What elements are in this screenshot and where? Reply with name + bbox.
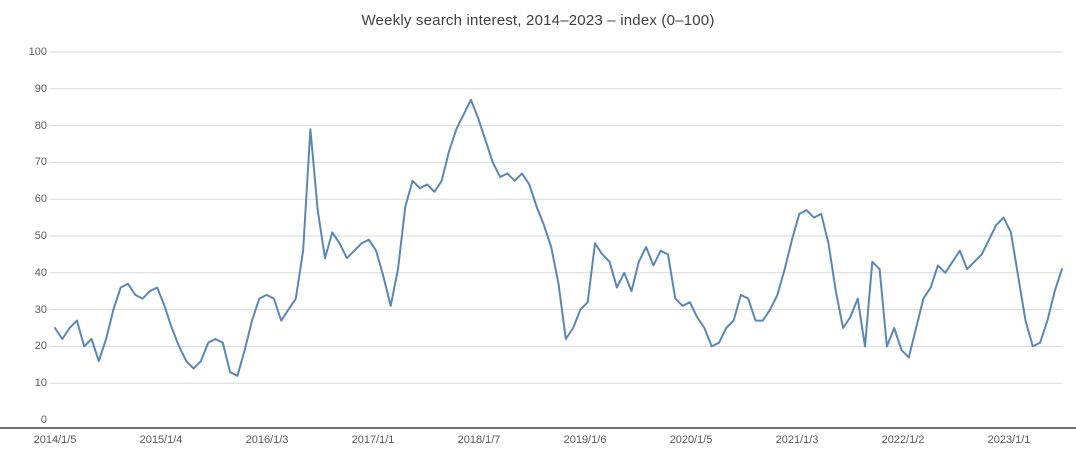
y-tick-label: 80: [34, 119, 47, 132]
x-tick-label: 2015/1/4: [139, 434, 183, 446]
x-tick-label: 2020/1/5: [669, 434, 713, 446]
y-tick-label: 90: [34, 82, 47, 95]
y-tick-label: 50: [34, 230, 47, 242]
y-tick-label: 70: [34, 156, 47, 169]
y-tick-label: 60: [34, 193, 47, 206]
x-tick-label: 2014/1/5: [33, 434, 77, 446]
grid-lines: [50, 51, 1062, 384]
x-tick-label: 2022/1/2: [881, 434, 925, 446]
series-line: [54, 98, 1063, 377]
x-tick-label: 2019/1/6: [563, 434, 607, 446]
y-tick-label: 20: [34, 340, 47, 353]
x-tick-label: 2016/1/3: [245, 434, 289, 446]
chart-title: Weekly search interest, 2014–2023 – inde…: [361, 12, 715, 29]
x-tick-label: 2018/1/7: [457, 434, 501, 446]
x-tick-label: 2017/1/1: [351, 434, 395, 446]
x-tick-label: 2021/1/3: [775, 434, 819, 446]
x-tick-label: 2023/1/1: [987, 434, 1031, 446]
y-tick-label: 0: [40, 414, 47, 426]
y-tick-label: 10: [34, 377, 47, 390]
y-tick-label: 30: [34, 303, 47, 316]
y-tick-label: 100: [28, 46, 47, 58]
y-tick-label: 40: [34, 266, 47, 279]
